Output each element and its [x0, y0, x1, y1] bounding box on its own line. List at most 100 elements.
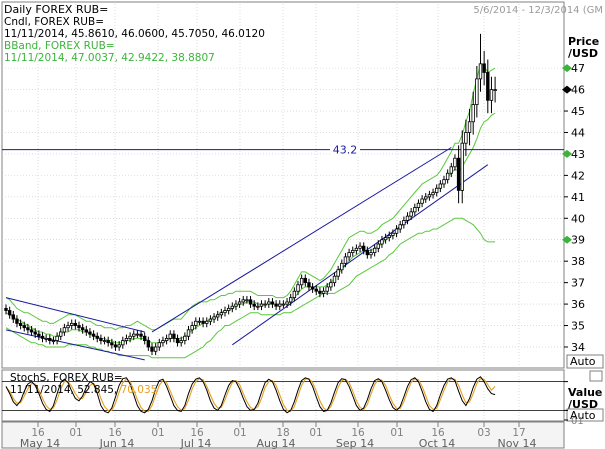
candle-body: [453, 157, 457, 168]
price-marker: [562, 149, 572, 158]
up-channel-lower-line[interactable]: [232, 164, 489, 346]
candle-body: [55, 335, 59, 341]
candle-body: [471, 104, 475, 123]
candle-body: [70, 322, 74, 326]
price-tick-label: 44: [571, 126, 585, 139]
candle-body: [431, 192, 435, 196]
price-axis-markers: [562, 64, 572, 244]
candle-body: [59, 331, 63, 337]
candle-body: [113, 344, 118, 348]
candle-body: [420, 198, 424, 204]
price-axis-title: Price: [568, 35, 599, 48]
candle-body: [84, 329, 88, 333]
stoch-legend-label: StochS, FOREX RUB=: [10, 372, 123, 384]
candle-body: [372, 247, 377, 254]
candle-body: [26, 327, 30, 331]
up-channel-upper-line[interactable]: [151, 147, 452, 333]
candle-body: [11, 314, 15, 320]
candle-body: [475, 78, 479, 106]
candle-body: [37, 333, 41, 337]
bband-legend-values: 11/11/2014, 47.0037, 42.9422, 38.8807: [4, 52, 215, 64]
candle-body: [88, 331, 92, 335]
x-day-tick-label: 16: [351, 427, 365, 439]
x-day-tick-label: 18: [276, 427, 289, 439]
price-marker: [562, 64, 572, 73]
candle-body: [248, 299, 253, 305]
price-auto-button[interactable]: [566, 354, 604, 369]
candle-body: [157, 342, 161, 348]
price-marker: [562, 235, 572, 244]
stoch-auto-button[interactable]: [566, 408, 604, 422]
price-axis-ticks: 34 35 36 37 38 39 40 41 42 43 44 45 46 47: [564, 62, 585, 354]
candle-body: [438, 183, 443, 189]
candle-body: [467, 121, 472, 133]
candle-body: [256, 305, 260, 308]
candle-body: [445, 172, 450, 181]
x-day-tick-label: 16: [431, 427, 445, 439]
candle-body: [288, 297, 293, 303]
candle-body: [226, 307, 231, 311]
x-month-label: Nov 14: [498, 437, 537, 449]
candle-body: [321, 290, 326, 294]
x-day-tick-label: 17: [512, 427, 525, 439]
candle-body: [121, 340, 125, 346]
price-tick-label: 46: [571, 84, 585, 97]
stoch-legend-values: 11/11/2014, 52.845, 70.035: [10, 384, 157, 396]
candle-body: [95, 335, 99, 339]
candle-body: [29, 329, 34, 333]
stoch-axis-ticks: 01: [564, 381, 584, 427]
candle-body: [194, 320, 198, 326]
candle-body: [296, 284, 300, 292]
candle-body: [405, 215, 410, 221]
candle-body: [336, 269, 340, 277]
price-tick-label: 40: [571, 212, 585, 225]
stoch-k-line: [5, 376, 496, 414]
candle-body: [274, 303, 278, 307]
candlesticks: [4, 33, 497, 356]
candle-body: [278, 303, 282, 307]
candle-body: [376, 243, 380, 249]
candle-body: [190, 325, 194, 331]
candle-body: [102, 340, 107, 342]
candle-body: [201, 320, 205, 324]
candle-body: [48, 338, 52, 341]
candle-body: [172, 333, 176, 339]
candle-body: [307, 282, 311, 288]
candle-body: [351, 250, 355, 254]
candle-body: [424, 196, 428, 200]
candle-body: [299, 277, 304, 286]
candle-body: [391, 232, 395, 236]
candle-body: [33, 331, 37, 335]
candle-body: [486, 72, 490, 101]
x-day-tick-label: 01: [309, 427, 322, 439]
candle-body: [110, 342, 114, 346]
candle-body: [91, 333, 96, 337]
stoch-levels: [2, 381, 564, 411]
price-tick-label: 41: [571, 191, 585, 204]
ohlc-legend-values: 11/11/2014, 45.8610, 46.0600, 45.7050, 4…: [4, 28, 265, 40]
candle-body: [117, 344, 121, 348]
candle-body: [325, 286, 329, 292]
down-channel-lower-line[interactable]: [5, 329, 145, 361]
stoch-tick-label: 01: [571, 416, 584, 427]
stoch-panel-toggle[interactable]: [589, 370, 603, 382]
candle-body: [354, 247, 359, 251]
candle-body: [40, 335, 45, 339]
candle-body: [175, 338, 180, 344]
candle-body: [99, 338, 103, 341]
candle-body: [394, 228, 399, 234]
candle-body: [285, 301, 289, 305]
candle-body: [263, 303, 267, 306]
candle-body: [124, 338, 129, 341]
candle-body: [7, 310, 12, 316]
stoch-auto-label: Auto: [570, 409, 596, 422]
price-tick-label: 42: [571, 169, 585, 182]
candle-body: [80, 327, 85, 331]
x-day-tick-label: 01: [69, 427, 82, 439]
date-range: 5/6/2014 - 12/3/2014 (GM: [473, 5, 603, 16]
candle-body: [303, 277, 307, 284]
candle-body: [365, 250, 370, 256]
down-channel-upper-line[interactable]: [5, 297, 145, 333]
x-month-label: Jun 14: [99, 437, 135, 449]
